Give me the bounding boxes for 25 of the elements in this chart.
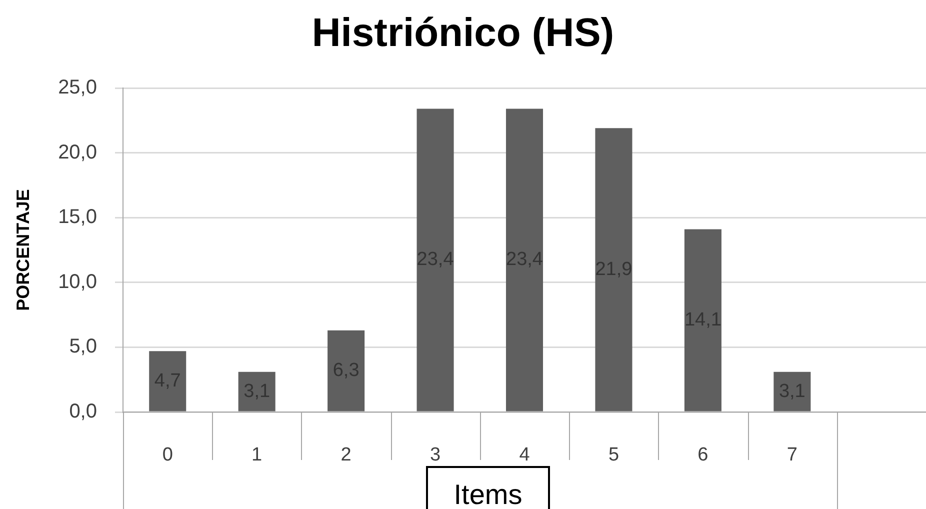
x-tick-label: 4 xyxy=(519,444,530,466)
x-tick-label: 1 xyxy=(252,444,262,466)
bar xyxy=(238,372,276,412)
chart-title: Histriónico (HS) xyxy=(310,11,616,55)
bar xyxy=(595,128,632,412)
x-tick-label: 6 xyxy=(698,444,708,466)
y-tick-label: 5,0 xyxy=(69,336,97,358)
x-tick-label: 0 xyxy=(162,444,173,466)
bar xyxy=(149,351,186,412)
bar xyxy=(774,372,811,412)
bar xyxy=(416,108,454,412)
y-tick-label: 15,0 xyxy=(58,206,97,228)
y-tick-label: 0,0 xyxy=(69,400,97,423)
y-tick-label: 10,0 xyxy=(58,270,97,293)
y-axis-title: PORCENTAJE xyxy=(12,189,33,311)
x-tick-label: 2 xyxy=(340,444,352,466)
bar xyxy=(328,330,365,412)
bar xyxy=(684,229,722,412)
x-tick-label: 3 xyxy=(430,444,441,466)
y-tick-label: 25,0 xyxy=(58,76,97,99)
x-axis-title: Items xyxy=(454,479,522,509)
x-tick-label: 7 xyxy=(786,444,798,466)
x-tick-label: 5 xyxy=(608,444,620,466)
y-tick-label: 20,0 xyxy=(58,141,97,164)
bar xyxy=(506,108,544,412)
